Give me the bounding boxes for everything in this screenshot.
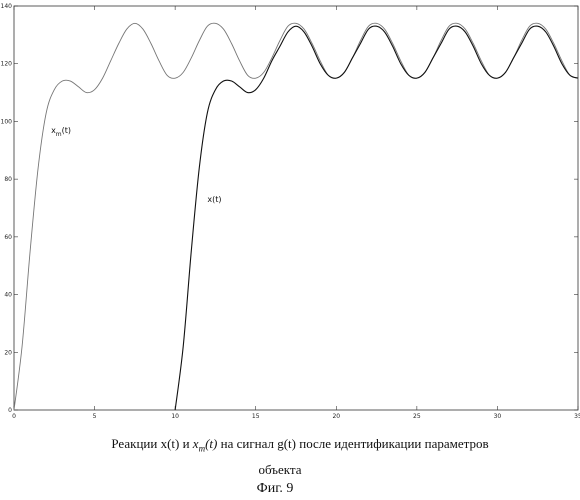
y-tick-label: 120 [1,61,13,68]
x-tick-label: 10 [171,413,179,420]
series-line-x [175,26,578,410]
caption-text-before: Реакции x(t) и [111,436,192,451]
x-tick-label: 30 [494,413,502,420]
figure-caption: Реакции x(t) и xm(t) на сигнал g(t) посл… [10,436,580,457]
caption-text-after: на сигнал g(t) после идентификации парам… [217,436,488,451]
x-tick-label: 35 [574,413,580,420]
y-tick-label: 140 [1,3,13,10]
series-layer [14,23,578,410]
series-label-xm: xm(t) [51,126,71,138]
response-chart: 0 5 10 15 20 25 30 35 0 20 40 60 80 100 120 140 xm(t) x(… [0,0,580,430]
y-tick-label: 100 [1,118,13,125]
y-tick-label: 80 [4,176,12,183]
series-labels: xm(t) x(t) [51,126,221,204]
axes: 0 5 10 15 20 25 30 35 0 20 40 60 80 100 120 140 [1,3,580,420]
y-tick-label: 20 [4,349,12,356]
plot-frame [14,6,578,410]
x-tick-label: 20 [332,413,340,420]
x-tick-label: 25 [413,413,421,420]
y-tick-label: 60 [4,234,12,241]
series-label-x: x(t) [207,195,221,204]
x-tick-label: 15 [252,413,260,420]
y-tick-label: 0 [8,407,12,414]
x-tick-label: 0 [12,413,16,420]
y-tick-label: 40 [4,292,12,299]
caption-line-object: объекта [0,462,570,478]
figure-number: Фиг. 9 [0,481,565,497]
series-line-xm [14,23,578,410]
x-tick-label: 5 [93,413,97,420]
caption-math: xm(t) [193,436,218,451]
